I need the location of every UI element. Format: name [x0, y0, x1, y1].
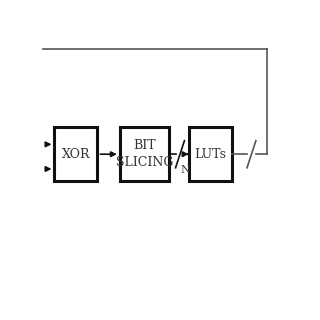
Bar — [120, 127, 169, 181]
Bar — [189, 127, 232, 181]
Text: N: N — [180, 165, 190, 175]
Text: LUTs: LUTs — [194, 148, 226, 161]
Text: BIT
SLICING: BIT SLICING — [116, 139, 173, 169]
Bar — [54, 127, 98, 181]
Text: XOR: XOR — [62, 148, 90, 161]
